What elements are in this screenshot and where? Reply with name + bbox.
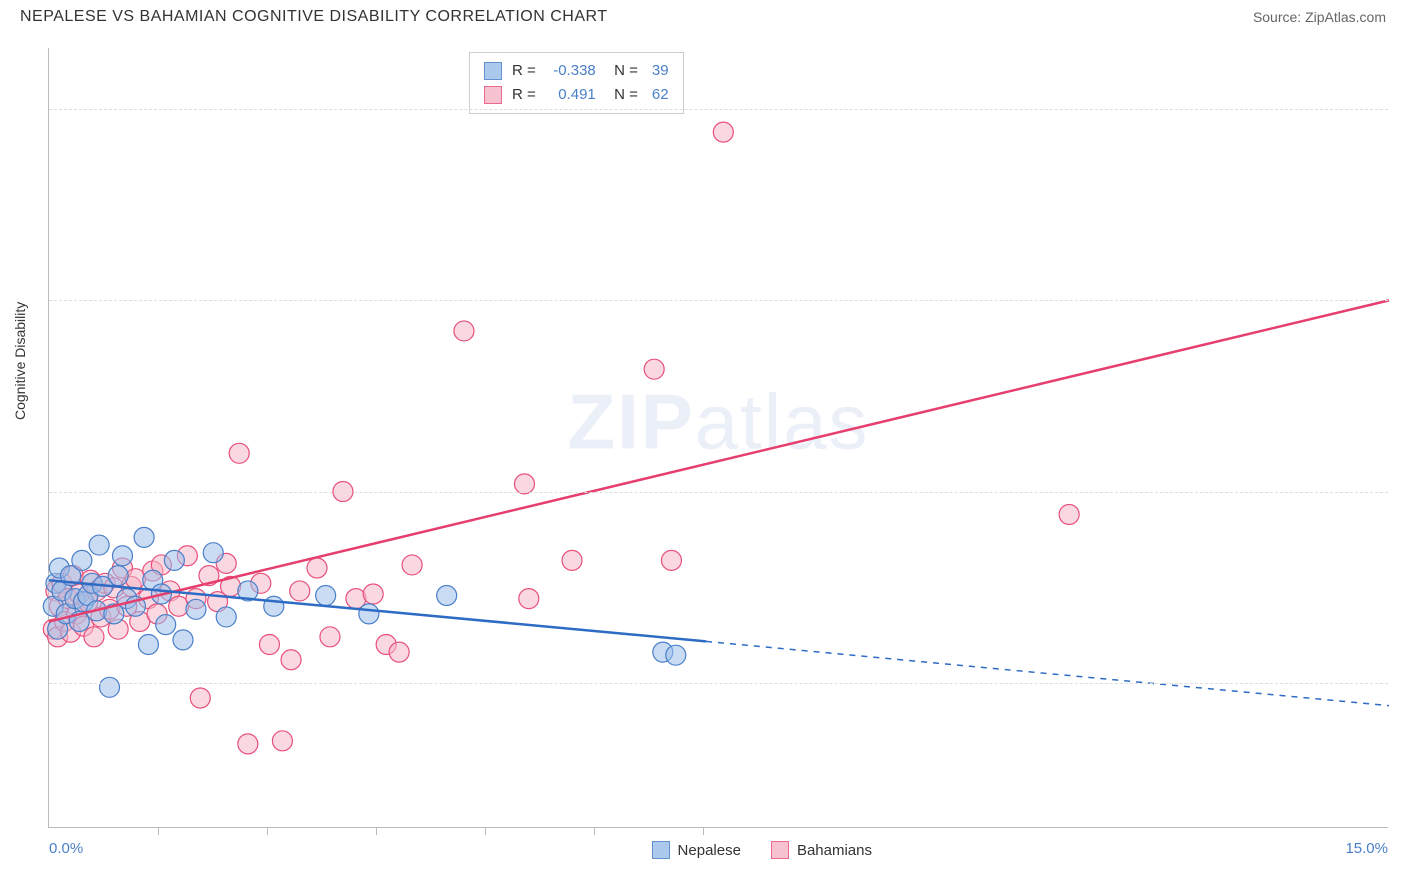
y-axis-label: Cognitive Disability (12, 302, 28, 420)
scatter-point (454, 321, 474, 341)
series-legend: Nepalese Bahamians (652, 841, 872, 859)
stats-legend-box: R = -0.338 N = 39 R = 0.491 N = 62 (469, 52, 684, 114)
scatter-point (1059, 504, 1079, 524)
scatter-point (562, 550, 582, 570)
swatch-nepalese (652, 841, 670, 859)
legend-label-nepalese: Nepalese (678, 842, 741, 859)
scatter-point (156, 615, 176, 635)
stats-row-bahamians: R = 0.491 N = 62 (484, 83, 669, 107)
grid-line (49, 492, 1388, 493)
legend-item-bahamians: Bahamians (771, 841, 872, 859)
x-tick (376, 827, 377, 835)
n-value-bahamians: 62 (652, 83, 669, 107)
source-attribution: Source: ZipAtlas.com (1253, 9, 1386, 25)
scatter-point (229, 443, 249, 463)
header-bar: NEPALESE VS BAHAMIAN COGNITIVE DISABILIT… (0, 0, 1406, 38)
scatter-point (666, 645, 686, 665)
r-label: R = (512, 59, 536, 83)
scatter-point (164, 550, 184, 570)
scatter-point (259, 634, 279, 654)
scatter-point (644, 359, 664, 379)
x-tick (158, 827, 159, 835)
scatter-point (134, 527, 154, 547)
scatter-point (264, 596, 284, 616)
scatter-point (238, 734, 258, 754)
scatter-point (437, 586, 457, 606)
scatter-point (713, 122, 733, 142)
scatter-svg (49, 48, 1388, 827)
r-value-bahamians: 0.491 (546, 83, 596, 107)
scatter-point (72, 550, 92, 570)
chart-title: NEPALESE VS BAHAMIAN COGNITIVE DISABILIT… (20, 8, 608, 26)
scatter-point (216, 607, 236, 627)
scatter-point (138, 634, 158, 654)
n-value-nepalese: 39 (652, 59, 669, 83)
scatter-point (661, 550, 681, 570)
n-label: N = (606, 83, 638, 107)
scatter-point (272, 731, 292, 751)
grid-line (49, 300, 1388, 301)
grid-line (49, 109, 1388, 110)
r-value-nepalese: -0.338 (546, 59, 596, 83)
trend-line (706, 641, 1389, 705)
scatter-point (108, 566, 128, 586)
scatter-point (112, 546, 132, 566)
x-tick (267, 827, 268, 835)
r-label: R = (512, 83, 536, 107)
scatter-point (100, 677, 120, 697)
scatter-point (281, 650, 301, 670)
scatter-point (173, 630, 193, 650)
chart-plot-area: ZIPatlas R = -0.338 N = 39 R = 0.491 N =… (48, 48, 1388, 828)
scatter-point (320, 627, 340, 647)
x-axis-min-label: 0.0% (49, 840, 83, 857)
scatter-point (363, 584, 383, 604)
n-label: N = (606, 59, 638, 83)
scatter-point (402, 555, 422, 575)
legend-label-bahamians: Bahamians (797, 842, 872, 859)
grid-line (49, 683, 1388, 684)
scatter-point (186, 599, 206, 619)
scatter-point (307, 558, 327, 578)
swatch-nepalese (484, 62, 502, 80)
scatter-point (84, 627, 104, 647)
x-tick (594, 827, 595, 835)
scatter-point (316, 586, 336, 606)
scatter-point (359, 604, 379, 624)
stats-row-nepalese: R = -0.338 N = 39 (484, 59, 669, 83)
legend-item-nepalese: Nepalese (652, 841, 741, 859)
scatter-point (190, 688, 210, 708)
scatter-point (519, 589, 539, 609)
swatch-bahamians (771, 841, 789, 859)
trend-line (49, 300, 1389, 621)
scatter-point (290, 581, 310, 601)
scatter-point (203, 543, 223, 563)
x-tick (485, 827, 486, 835)
swatch-bahamians (484, 86, 502, 104)
scatter-point (89, 535, 109, 555)
x-axis-max-label: 15.0% (1345, 840, 1388, 857)
x-tick (703, 827, 704, 835)
scatter-point (389, 642, 409, 662)
